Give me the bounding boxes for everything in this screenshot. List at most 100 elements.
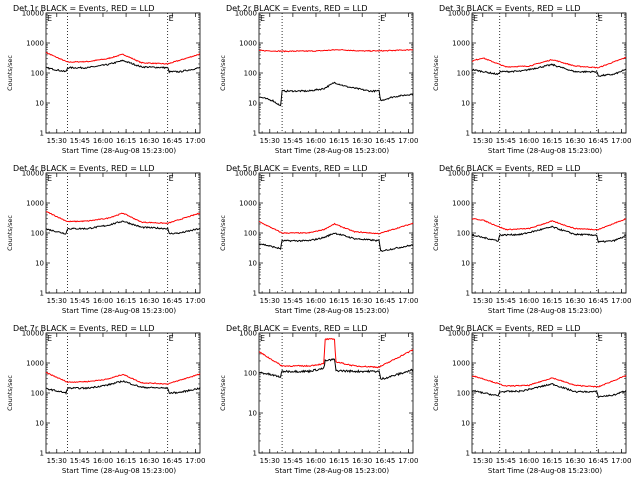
x-axis-label: Start Time (28-Aug-08 15:23:00) [62,307,176,315]
y-axis-label: Counts/sec [432,215,440,251]
x-tick-label: 15:45 [496,457,516,465]
y-tick-label: 10 [35,100,44,108]
chart-title: Det 5r BLACK = Events, RED = LLD [226,164,368,173]
x-tick-label: 16:00 [519,137,539,145]
x-tick-label: 16:30 [139,297,159,305]
y-tick-label: 1000 [239,330,257,338]
events-series-line [471,382,627,399]
y-axis-label: Counts/sec [432,375,440,411]
x-tick-label: 16:30 [352,297,372,305]
x-tick-label: 16:45 [162,297,182,305]
x-axis-label: Start Time (28-Aug-08 15:23:00) [62,147,176,155]
x-tick-label: 15:45 [283,137,303,145]
y-tick-label: 1000 [26,360,44,368]
y-tick-label: 100 [244,70,257,78]
x-tick-label: 16:45 [375,457,395,465]
x-tick-label: 16:45 [588,457,608,465]
events-series-line [258,358,414,380]
x-tick-label: 16:00 [306,297,326,305]
corner-mark: E [260,174,265,183]
x-tick-label: 15:30 [260,457,280,465]
x-tick-label: 15:30 [260,137,280,145]
corner-mark: E [47,14,52,23]
y-tick-label: 10 [461,260,470,268]
y-tick-label: 10 [248,100,257,108]
lld-series-line [45,371,201,385]
corner-mark: E [47,334,52,343]
y-tick-label: 1000 [26,40,44,48]
x-axis-label: Start Time (28-Aug-08 15:23:00) [275,307,389,315]
y-tick-label: 10 [35,260,44,268]
chart-panel: Det 7r BLACK = Events, RED = LLD Counts/s… [6,324,205,475]
x-tick-label: 17:00 [611,297,631,305]
x-tick-label: 17:00 [398,137,418,145]
y-tick-label: 100 [31,390,44,398]
plot-frame [471,172,627,294]
chart-title: Det 9r BLACK = Events, RED = LLD [439,324,581,333]
corner-mark: E [169,174,174,183]
chart-panel: Det 3r BLACK = Events, RED = LLD Counts/s… [432,4,631,155]
plot-frame [258,332,414,454]
chart-title: Det 6r BLACK = Events, RED = LLD [439,164,581,173]
x-axis-label: Start Time (28-Aug-08 15:23:00) [62,467,176,475]
events-series-line [258,232,414,253]
events-series-line [471,63,627,77]
y-tick-label: 10 [248,260,257,268]
chart-title: Det 3r BLACK = Events, RED = LLD [439,4,581,13]
y-tick-label: 10000 [22,330,44,338]
x-tick-label: 16:15 [116,137,136,145]
chart-panel: Det 2r BLACK = Events, RED = LLD Counts/s… [219,4,418,155]
x-tick-label: 16:45 [162,457,182,465]
corner-mark: E [169,334,174,343]
corner-mark: E [47,174,52,183]
y-axis-label: Counts/sec [6,55,14,91]
x-tick-label: 16:15 [542,297,562,305]
corner-mark: E [380,14,385,23]
x-tick-label: 16:45 [162,137,182,145]
chart-title: Det 1r BLACK = Events, RED = LLD [13,4,155,13]
x-tick-label: 15:30 [473,137,493,145]
x-tick-label: 16:30 [139,137,159,145]
y-tick-label: 1 [253,290,257,298]
x-tick-label: 15:45 [70,297,90,305]
chart-panel: Det 1r BLACK = Events, RED = LLD Counts/s… [6,4,205,155]
x-tick-label: 15:30 [260,297,280,305]
corner-mark: E [380,174,385,183]
events-series-line [45,220,201,235]
y-tick-label: 100 [457,390,470,398]
x-tick-label: 16:30 [352,137,372,145]
y-tick-label: 1000 [452,200,470,208]
x-tick-label: 15:45 [496,137,516,145]
x-tick-label: 15:30 [473,457,493,465]
lld-series-line [471,374,627,388]
x-tick-label: 15:45 [283,457,303,465]
x-tick-label: 17:00 [398,297,418,305]
y-tick-label: 10000 [235,10,257,18]
x-tick-label: 15:30 [473,297,493,305]
y-tick-label: 1 [40,130,44,138]
x-tick-label: 16:30 [352,457,372,465]
y-tick-label: 10000 [22,170,44,178]
corner-mark: E [473,14,478,23]
y-axis-label: Counts/sec [432,55,440,91]
x-tick-label: 16:45 [375,137,395,145]
y-tick-label: 1 [40,450,44,458]
x-tick-label: 15:30 [47,457,67,465]
y-tick-label: 1 [253,130,257,138]
y-tick-label: 1000 [239,200,257,208]
plot-frame [471,332,627,454]
y-tick-label: 100 [244,370,257,378]
corner-mark: E [473,334,478,343]
corner-mark: E [598,174,603,183]
lld-series-line [471,56,627,69]
y-tick-label: 1 [40,290,44,298]
x-tick-label: 16:15 [116,457,136,465]
plot-frame [45,12,201,134]
x-tick-label: 16:30 [139,457,159,465]
y-tick-label: 10 [248,410,257,418]
x-tick-label: 17:00 [185,457,205,465]
x-tick-label: 16:30 [565,137,585,145]
corner-mark: E [598,334,603,343]
x-tick-label: 16:30 [565,297,585,305]
